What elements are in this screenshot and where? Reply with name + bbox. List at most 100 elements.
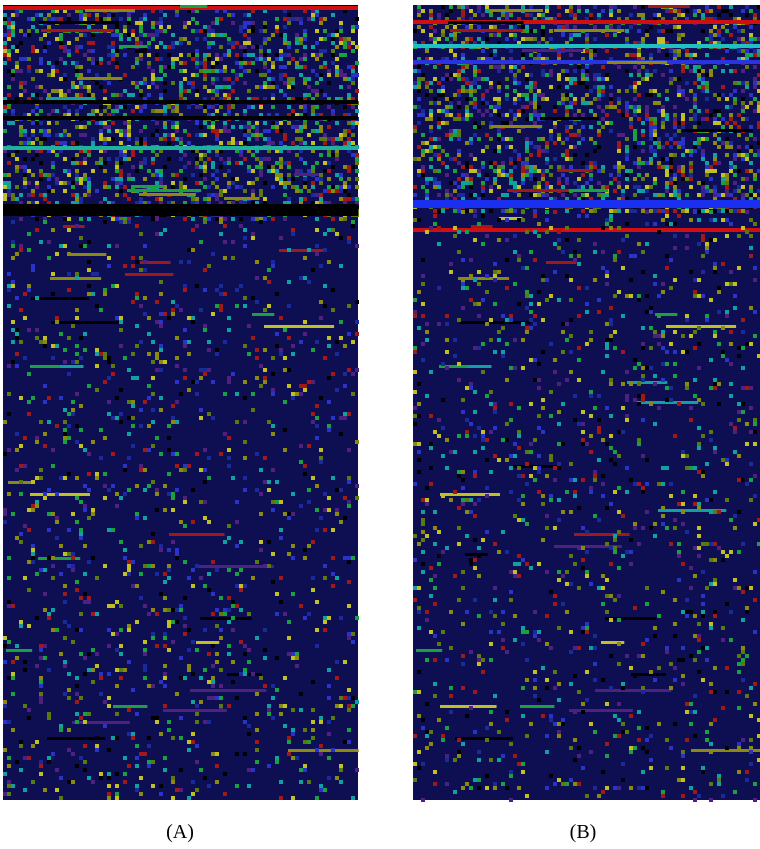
heatmap-cell [497, 101, 501, 105]
heatmap-cell [327, 428, 331, 432]
heatmap-cell [71, 780, 75, 784]
heatmap-cell [319, 77, 323, 81]
heatmap-cell [283, 193, 287, 197]
heatmap-cell [311, 181, 315, 185]
heatmap-cell [437, 169, 441, 173]
heatmap-cell [677, 193, 681, 197]
heatmap-cell [307, 189, 311, 193]
heatmap-cell [613, 33, 617, 37]
heatmap-cell [601, 193, 605, 197]
heatmap-cell [437, 185, 441, 189]
heatmap-cell [155, 232, 159, 236]
heatmap-cell [283, 704, 287, 708]
heatmap-cell [725, 121, 729, 125]
heatmap-cell [449, 610, 453, 614]
heatmap-cell [335, 153, 339, 157]
heatmap-cell [3, 700, 7, 704]
heatmap-cell [315, 93, 319, 97]
heatmap-cell [279, 49, 283, 53]
heatmap-cell [183, 25, 187, 29]
heatmap-cell [63, 440, 67, 444]
heatmap-cell [115, 29, 119, 33]
heatmap-cell [513, 73, 517, 77]
heatmap-cell [440, 493, 500, 496]
heatmap-cell [19, 125, 23, 129]
heatmap-cell [457, 73, 461, 77]
heatmap-cell [601, 93, 605, 97]
heatmap-cell [471, 225, 493, 228]
heatmap-cell [23, 181, 27, 185]
heatmap-cell [749, 686, 753, 690]
heatmap-cell [335, 157, 339, 161]
heatmap-cell [163, 684, 167, 688]
heatmap-cell [263, 456, 267, 460]
heatmap-cell [347, 332, 351, 336]
heatmap-cell [251, 53, 255, 57]
heatmap-cell [7, 784, 11, 788]
heatmap-cell [433, 181, 437, 185]
heatmap-cell [59, 544, 63, 548]
heatmap-cell [251, 29, 255, 33]
heatmap-cell [79, 596, 83, 600]
heatmap-cell [31, 17, 35, 21]
heatmap-cell [497, 33, 501, 37]
heatmap-cell [107, 264, 111, 268]
heatmap-cell [713, 153, 717, 157]
heatmap-cell [648, 5, 690, 8]
heatmap-cell [227, 536, 231, 540]
heatmap-cell [123, 105, 127, 109]
heatmap-cell [737, 125, 741, 129]
heatmap-cell [183, 288, 187, 292]
heatmap-cell [159, 792, 163, 796]
heatmap-cell [741, 89, 745, 93]
heatmap-cell [287, 636, 291, 640]
heatmap-cell [123, 73, 127, 77]
heatmap-cell [637, 185, 641, 189]
heatmap-cell [223, 772, 227, 776]
heatmap-cell [167, 448, 171, 452]
heatmap-cell [417, 169, 421, 173]
heatmap-cell [429, 157, 433, 161]
heatmap-cell [283, 53, 287, 57]
heatmap-cell [541, 69, 545, 73]
heatmap-cell [43, 492, 47, 496]
heatmap-cell [119, 173, 123, 177]
heatmap-cell [107, 696, 111, 700]
heatmap-cell [641, 77, 645, 81]
heatmap-cell [585, 153, 589, 157]
heatmap-cell [191, 780, 195, 784]
heatmap-cell [753, 77, 757, 81]
heatmap-cell [75, 316, 79, 320]
heatmap-cell [111, 41, 115, 45]
heatmap-cell [517, 193, 521, 197]
heatmap-cell [649, 25, 653, 29]
heatmap-cell [135, 764, 139, 768]
heatmap-cell [23, 436, 27, 440]
heatmap-cell [83, 768, 87, 772]
heatmap-cell [119, 320, 123, 324]
heatmap-cell [39, 109, 43, 113]
heatmap-cell [19, 57, 23, 61]
heatmap-cell [159, 324, 163, 328]
heatmap-cell [589, 137, 593, 141]
heatmap-cell [223, 189, 227, 193]
heatmap-cell [83, 17, 87, 21]
heatmap-cell [179, 604, 183, 608]
heatmap-cell [573, 97, 577, 101]
heatmap-cell [41, 29, 114, 32]
heatmap-cell [319, 89, 323, 93]
heatmap-cell [327, 153, 331, 157]
heatmap-cell [347, 165, 351, 169]
heatmap-cell [239, 45, 243, 49]
heatmap-cell [147, 484, 151, 488]
heatmap-cell [247, 129, 251, 133]
heatmap-cell [573, 710, 577, 714]
heatmap-cell [633, 161, 637, 165]
heatmap-cell [705, 137, 709, 141]
heatmap-cell [219, 45, 223, 49]
heatmap-cell [433, 97, 437, 101]
heatmap-cell [561, 510, 565, 514]
heatmap-cell [299, 276, 303, 280]
heatmap-cell [529, 89, 533, 93]
heatmap-cell [190, 689, 266, 692]
